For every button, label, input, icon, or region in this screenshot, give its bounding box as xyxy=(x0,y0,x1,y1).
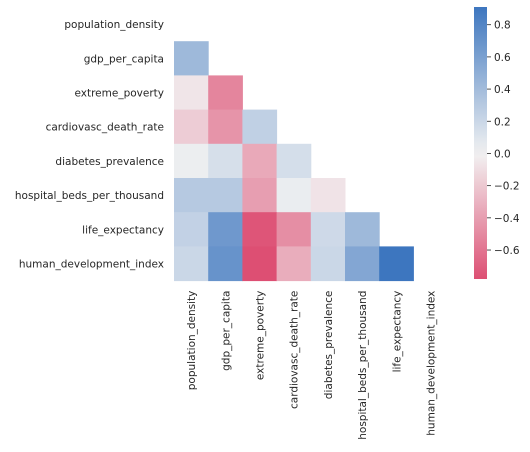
heatmap-cell-human_development_index-cardiovasc_death_rate xyxy=(276,246,312,282)
y-tick-label-population_density: population_density xyxy=(64,19,164,31)
heatmap-cell-diabetes_prevalence-extreme_poverty xyxy=(242,143,278,179)
x-tick-label-human_development_index: human_development_index xyxy=(426,291,438,436)
heatmap-cell-human_development_index-hospital_beds_per_thousand xyxy=(345,246,380,282)
y-tick-label-gdp_per_capita: gdp_per_capita xyxy=(84,53,164,65)
colorbar: 0.8 0.6 0.4 0.2 0.0 −0.2 −0.4 −0.6 xyxy=(474,7,520,279)
heatmap-cell-human_development_index-extreme_poverty xyxy=(242,246,278,282)
heatmap-cell-human_development_index-life_expectancy xyxy=(379,246,414,282)
heatmap-cell-diabetes_prevalence-cardiovasc_death_rate xyxy=(276,143,312,179)
y-tick-label-extreme_poverty: extreme_poverty xyxy=(74,88,164,100)
colorbar-tick-label: −0.2 xyxy=(494,181,520,193)
heatmap-cell-cardiovasc_death_rate-population_density xyxy=(174,109,209,145)
heatmap-cell-life_expectancy-gdp_per_capita xyxy=(208,212,243,247)
x-axis-tick-labels: population_density gdp_per_capita extreme_… xyxy=(186,291,437,440)
heatmap-cell-hospital_beds_per_thousand-extreme_poverty xyxy=(242,178,278,213)
y-tick-label-life_expectancy: life_expectancy xyxy=(82,224,164,236)
colorbar-tick-label: −0.6 xyxy=(494,245,520,257)
y-tick-label-cardiovasc_death_rate: cardiovasc_death_rate xyxy=(46,122,164,134)
x-tick-label-extreme_poverty: extreme_poverty xyxy=(255,291,267,381)
heatmap-cell-extreme_poverty-gdp_per_capita xyxy=(208,75,243,111)
heatmap-cell-life_expectancy-population_density xyxy=(174,212,209,247)
colorbar-gradient xyxy=(474,7,487,279)
y-tick-label-diabetes_prevalence: diabetes_prevalence xyxy=(55,156,164,168)
heatmap-cell-diabetes_prevalence-gdp_per_capita xyxy=(208,143,243,179)
heatmap-cell-human_development_index-gdp_per_capita xyxy=(208,246,243,282)
colorbar-tick-label: 0.8 xyxy=(494,20,511,32)
x-tick-label-cardiovasc_death_rate: cardiovasc_death_rate xyxy=(289,291,301,409)
heatmap-cell-cardiovasc_death_rate-extreme_poverty xyxy=(242,109,278,145)
x-tick-label-hospital_beds_per_thousand: hospital_beds_per_thousand xyxy=(357,291,369,440)
x-tick-label-gdp_per_capita: gdp_per_capita xyxy=(220,291,232,371)
heatmap-cell-life_expectancy-extreme_poverty xyxy=(242,212,278,247)
heatmap-cell-hospital_beds_per_thousand-diabetes_prevalence xyxy=(310,178,346,213)
y-axis-tick-labels: population_density gdp_per_capita extreme_… xyxy=(15,19,164,270)
heatmap-cell-life_expectancy-hospital_beds_per_thousand xyxy=(345,212,380,247)
colorbar-tick-label: 0.6 xyxy=(494,52,511,64)
x-tick-label-diabetes_prevalence: diabetes_prevalence xyxy=(323,291,335,400)
heatmap-cell-hospital_beds_per_thousand-gdp_per_capita xyxy=(208,178,243,213)
heatmap-cell-gdp_per_capita-population_density xyxy=(174,41,209,76)
heatmap-cell-extreme_poverty-population_density xyxy=(174,75,209,111)
heatmap-cell-life_expectancy-diabetes_prevalence xyxy=(310,212,346,247)
heatmap-cell-diabetes_prevalence-population_density xyxy=(174,143,209,179)
heatmap-cell-cardiovasc_death_rate-gdp_per_capita xyxy=(208,109,243,145)
x-tick-label-population_density: population_density xyxy=(186,291,198,391)
colorbar-tick-label: −0.4 xyxy=(494,213,520,225)
heatmap-cell-hospital_beds_per_thousand-cardiovasc_death_rate xyxy=(276,178,312,213)
colorbar-tick-label: 0.2 xyxy=(494,116,511,128)
heatmap-cell-human_development_index-population_density xyxy=(174,246,209,282)
heatmap-cell-life_expectancy-cardiovasc_death_rate xyxy=(276,212,312,247)
heatmap-cells xyxy=(174,41,414,282)
heatmap-cell-human_development_index-diabetes_prevalence xyxy=(310,246,346,282)
colorbar-tick-label: 0.0 xyxy=(494,148,511,160)
x-tick-label-life_expectancy: life_expectancy xyxy=(391,291,403,373)
heatmap-cell-hospital_beds_per_thousand-population_density xyxy=(174,178,209,213)
y-tick-label-hospital_beds_per_thousand: hospital_beds_per_thousand xyxy=(15,190,164,202)
colorbar-tick-label: 0.4 xyxy=(494,84,511,96)
y-tick-label-human_development_index: human_development_index xyxy=(19,259,164,271)
